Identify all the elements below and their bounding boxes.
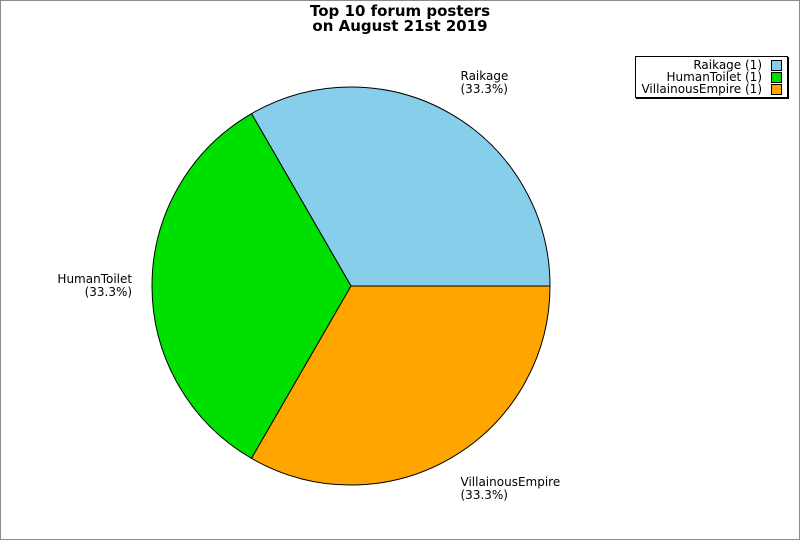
slice-label-percent: (33.3%): [460, 487, 508, 502]
slice-label-HumanToilet: HumanToilet (33.3%): [57, 273, 132, 299]
slice-label-Raikage: Raikage (33.3%): [461, 70, 509, 96]
slice-label-name: HumanToilet: [57, 272, 133, 286]
legend-row-Raikage: Raikage (1): [641, 59, 782, 71]
legend-row-HumanToilet: HumanToilet (1): [641, 71, 782, 83]
legend-label: Raikage (1): [693, 58, 762, 72]
slice-label-name: VillainousEmpire: [460, 474, 561, 489]
legend-swatch-VillainousEmpire: [771, 83, 782, 95]
chart-title-line1: Top 10 forum posters: [310, 2, 490, 20]
legend-label: VillainousEmpire (1): [641, 82, 762, 96]
legend-swatch-HumanToilet: [771, 71, 782, 83]
chart-title: Top 10 forum posters on August 21st 2019: [1, 4, 799, 34]
pie-slice-Raikage: [250, 86, 551, 287]
pie-slice-VillainousEmpire: [250, 285, 551, 486]
legend-box: Raikage (1) HumanToilet (1) VillainousEmpi…: [635, 56, 788, 98]
slice-label-VillainousEmpire: VillainousEmpire (33.3%): [460, 474, 561, 502]
slice-label-name: Raikage: [460, 69, 509, 84]
chart-title-line2: on August 21st 2019: [312, 17, 488, 35]
legend-row-VillainousEmpire: VillainousEmpire (1): [641, 83, 782, 95]
slice-label-percent: (33.3%): [84, 285, 133, 299]
legend-label: HumanToilet (1): [666, 70, 762, 84]
legend-swatch-Raikage: [771, 59, 782, 71]
slice-label-percent: (33.3%): [460, 82, 508, 97]
